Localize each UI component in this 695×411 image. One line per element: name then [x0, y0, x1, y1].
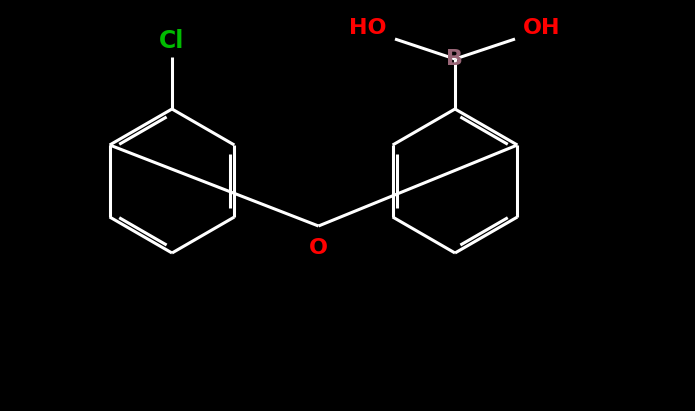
Text: Cl: Cl	[159, 29, 185, 53]
Text: OH: OH	[523, 18, 560, 38]
Text: HO: HO	[350, 18, 387, 38]
Text: B: B	[446, 49, 464, 69]
Text: O: O	[309, 238, 328, 258]
